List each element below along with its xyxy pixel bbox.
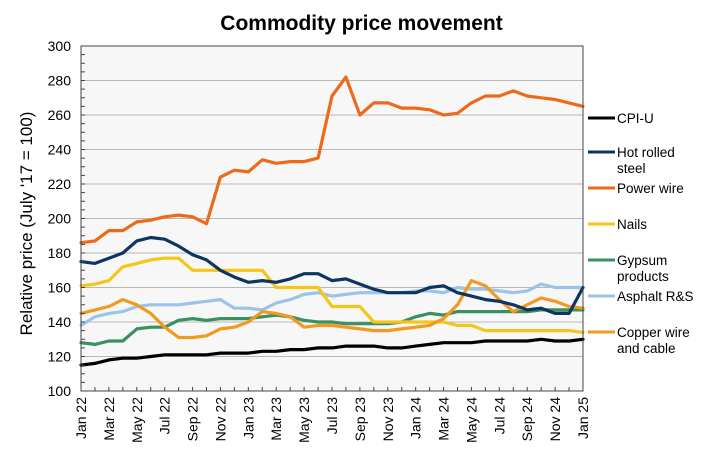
series-line-cpi-u <box>79 337 585 367</box>
x-tick-label: Jan 24 <box>408 397 424 439</box>
series-lines <box>79 75 585 367</box>
x-tick-label: Sep 22 <box>185 397 201 442</box>
chart-title: Commodity price movement <box>220 12 503 35</box>
legend-item-asphalt-r-s: Asphalt R&S <box>588 289 694 304</box>
y-tick-label: 260 <box>48 107 72 123</box>
y-axis: 100 120 140 160 180 200 220 240 260 280 300 <box>48 38 85 399</box>
x-tick-label: Jan 22 <box>73 397 89 439</box>
x-tick-label: Sep 23 <box>352 397 368 442</box>
y-tick-label: 240 <box>48 142 72 158</box>
x-tick-label: Jan 23 <box>240 397 256 439</box>
legend-label: Power wire <box>617 181 684 196</box>
x-tick-label: Mar 24 <box>436 397 452 441</box>
series-line-asphalt-r-s <box>79 282 585 327</box>
x-tick-label: Jan 25 <box>575 397 591 439</box>
legend-label: CPI-U <box>617 111 654 126</box>
y-tick-label: 120 <box>48 349 72 365</box>
x-tick-label: May 23 <box>296 397 312 443</box>
y-axis-title: Relative price (July '17 = 100) <box>17 112 36 336</box>
y-tick-label: 300 <box>48 38 72 54</box>
y-tick-label: 220 <box>48 176 72 192</box>
x-tick-label: May 24 <box>463 397 479 443</box>
legend-item-cpi-u: CPI-U <box>588 111 654 126</box>
x-tick-label: Nov 24 <box>547 397 563 442</box>
legend-label: Asphalt R&S <box>617 289 694 304</box>
legend-label: Gypsum <box>617 253 667 268</box>
x-tick-label: Nov 23 <box>380 397 396 442</box>
legend-item-power-wire: Power wire <box>588 181 684 196</box>
y-tick-label: 160 <box>48 280 72 296</box>
legend-label: Nails <box>617 217 647 232</box>
series-line-copper-wire-and-cable <box>79 279 585 340</box>
legend-label: steel <box>617 161 646 176</box>
series-line-power-wire <box>79 75 585 245</box>
series-line-nails <box>79 256 585 334</box>
x-tick-label: Jul 24 <box>491 397 507 435</box>
y-tick-label: 140 <box>48 314 72 330</box>
series-line-hot-rolled-steel <box>79 235 585 315</box>
legend-item-nails: Nails <box>588 217 647 232</box>
x-tick-label: Jul 22 <box>157 397 173 435</box>
y-tick-label: 100 <box>48 383 72 399</box>
legend-label: Copper wire <box>617 325 690 340</box>
legend-label: products <box>617 269 669 284</box>
x-tick-label: Sep 24 <box>519 397 535 442</box>
legend-label: Hot rolled <box>617 145 675 160</box>
x-tick-label: Mar 22 <box>101 397 117 441</box>
y-tick-label: 180 <box>48 245 72 261</box>
x-tick-label: Jul 23 <box>324 397 340 435</box>
x-tick-label: May 22 <box>129 397 145 443</box>
x-tick-label: Mar 23 <box>268 397 284 441</box>
x-tick-label: Nov 22 <box>212 397 228 442</box>
legend-label: and cable <box>617 341 676 356</box>
y-tick-label: 200 <box>48 211 72 227</box>
x-axis: Jan 22 Mar 22 May 22 Jul 22 Sep 22 Nov 22 Jan … <box>73 387 591 443</box>
y-tick-label: 280 <box>48 73 72 89</box>
gridlines <box>81 80 583 357</box>
